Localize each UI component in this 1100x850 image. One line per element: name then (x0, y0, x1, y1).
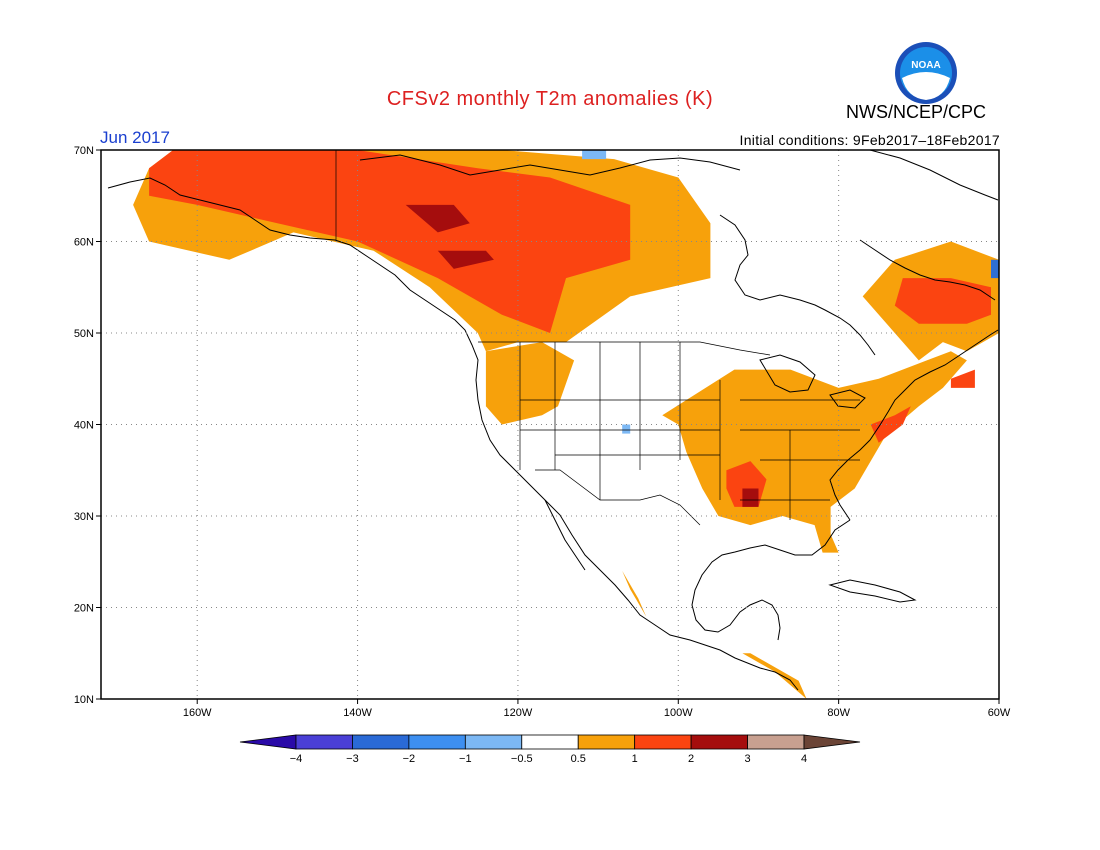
colorbar-label: −2 (403, 753, 416, 765)
coastline-labrador (859, 239, 996, 301)
colorbar-swatch (352, 734, 410, 750)
coastline-florida (829, 329, 999, 521)
lon-tick-label: 100W (664, 707, 693, 719)
axis-labels: 160W 140W 120W 100W 80W 60W 70N 60N 50N 40N 30N 20N… (74, 145, 1011, 719)
coastline-gulf (691, 519, 851, 641)
initial-conditions: Initial conditions: 9Feb2017–18Feb2017 (739, 132, 1000, 148)
colorbar-swatch (295, 734, 353, 750)
colorbar-swatch (577, 734, 636, 750)
coastline-hudson (719, 214, 876, 356)
colorbar-swatch (408, 734, 466, 750)
colorbar-swatch (747, 734, 805, 750)
colorbar-label: −0.5 (511, 753, 533, 765)
anomaly-region-1 (485, 342, 575, 425)
coastline-north-america (107, 177, 799, 691)
noaa-logo-text: NOAA (911, 60, 940, 71)
baja-peninsula (544, 499, 586, 571)
colorbar-label: 4 (801, 753, 807, 765)
colorbar-label: −3 (346, 753, 359, 765)
noaa-logo-icon: NOAA (895, 42, 957, 104)
map-title: CFSv2 monthly T2m anomalies (K) (386, 88, 714, 110)
anomaly-region-2 (662, 351, 967, 553)
anomaly-region-16 (991, 259, 999, 279)
anomaly-region-13 (742, 488, 759, 507)
anomaly-region-15 (622, 424, 631, 434)
colorbar-swatch (239, 734, 297, 750)
lat-tick-label: 40N (74, 420, 94, 432)
colorbar-label: 3 (744, 753, 750, 765)
greenland-coast (869, 149, 999, 201)
lon-tick-label: 60W (988, 707, 1011, 719)
forecast-month: Jun 2017 (100, 128, 170, 147)
colorbar-swatch (634, 734, 692, 750)
anomaly-region-10 (950, 369, 975, 388)
colorbar-label: 2 (688, 753, 694, 765)
political-borders (335, 150, 860, 526)
cuba (828, 579, 917, 603)
lat-tick-label: 70N (74, 145, 94, 157)
anomaly-region-12 (437, 250, 494, 269)
coastlines (107, 149, 999, 691)
colorbar-legend: −4 −3 −2 −1 −0.5 0.5 1 2 3 4 (239, 734, 861, 765)
colorbar-label: 0.5 (571, 753, 586, 765)
colorbar-swatch (521, 734, 579, 750)
anomaly-region-7 (894, 278, 991, 324)
anomaly-region-5 (742, 653, 807, 699)
organization-label: NWS/NCEP/CPC (846, 102, 987, 122)
lon-tick-label: 140W (343, 707, 372, 719)
lon-tick-label: 120W (504, 707, 533, 719)
lat-tick-label: 60N (74, 237, 94, 249)
anomaly-region-14 (582, 150, 607, 160)
us-mexico-border (535, 469, 701, 526)
anomaly-regions (133, 150, 999, 699)
colorbar-label: 1 (632, 753, 638, 765)
colorbar-swatch (690, 734, 748, 750)
colorbar-swatch (464, 734, 523, 750)
lat-tick-label: 10N (74, 694, 94, 706)
anomaly-region-9 (870, 406, 911, 443)
arctic-islands (359, 154, 741, 176)
lat-tick-label: 30N (74, 511, 94, 523)
lon-tick-label: 160W (183, 707, 212, 719)
colorbar-label: −4 (290, 753, 303, 765)
colorbar-label: −1 (459, 753, 472, 765)
us-canada-border (478, 341, 771, 356)
lon-tick-label: 80W (827, 707, 850, 719)
anomaly-region-6 (149, 150, 631, 333)
anomaly-region-11 (405, 204, 470, 233)
great-lakes (759, 354, 866, 409)
lat-tick-label: 20N (74, 603, 94, 615)
colorbar-swatch (803, 734, 861, 750)
state-grid (519, 342, 860, 520)
anomaly-region-4 (622, 570, 647, 617)
lat-tick-label: 50N (74, 328, 94, 340)
